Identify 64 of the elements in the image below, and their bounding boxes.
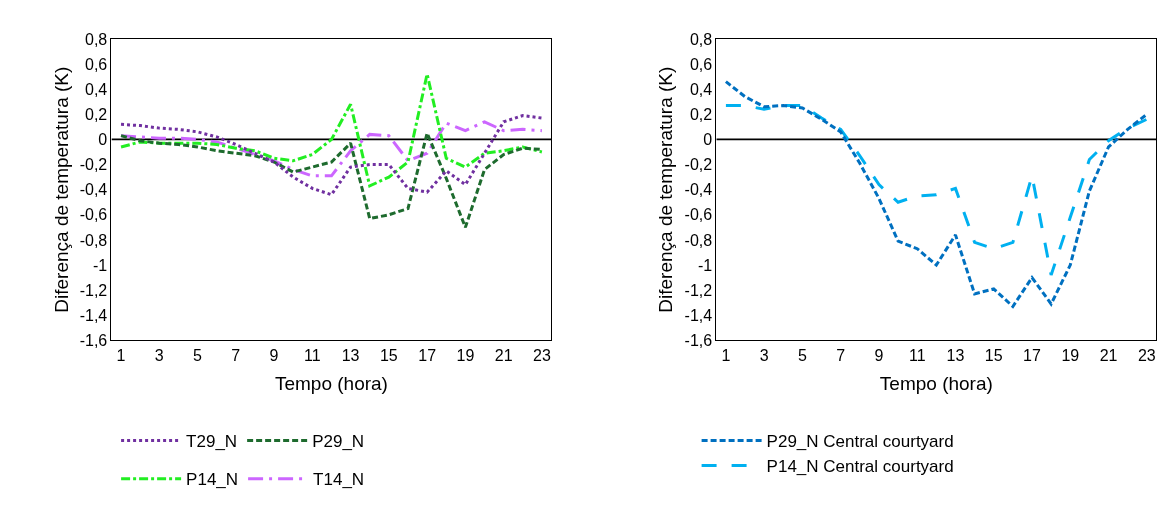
y-tick-label: -0,4 [79,181,108,199]
legend-label: P14_N [186,470,239,490]
x-tick-label: 11 [908,346,926,364]
x-axis-title: Tempo (hora) [274,373,388,395]
y-tick-label: -1,6 [79,332,108,349]
y-tick-label: -0,2 [79,156,108,174]
y-tick-label: -0,6 [79,206,108,224]
y-tick-label: 0,4 [85,80,108,98]
x-tick-label: 13 [341,346,360,364]
y-tick-label: -0,8 [79,231,108,249]
y-tick-label: 0,2 [689,105,713,123]
line-series [119,114,544,197]
y-tick-label: -0,2 [684,156,713,174]
line-series [724,104,1149,277]
x-tick-label: 5 [193,346,203,364]
y-tick-label: -1,2 [684,281,713,299]
y-tick-label: 0,8 [85,30,108,48]
x-tick-label: 15 [379,346,398,364]
y-tick-label: -0,4 [684,181,713,199]
x-tick-label: 9 [874,346,884,364]
y-tick-label: -1,4 [79,306,108,324]
y-tick-label: -1 [697,256,713,274]
x-tick-label: 1 [721,346,731,364]
x-tick-label: 3 [154,346,164,364]
y-tick-label: 0,2 [85,105,108,123]
y-tick-label: 0,6 [689,55,713,73]
y-tick-label: 0 [703,131,713,149]
line-series [724,80,1149,308]
x-tick-label: 17 [1023,346,1042,364]
x-tick-label: 15 [984,346,1003,364]
x-tick-label: 19 [456,346,475,364]
y-tick-label: -0,8 [684,231,713,249]
y-tick-label: 0,8 [689,30,713,48]
x-tick-label: 1 [116,346,126,364]
y-tick-label: -1,4 [684,306,713,324]
legend-label: T29_N [186,432,238,452]
y-axis-title: Diferença de temperatura (K) [50,66,72,313]
y-tick-label: 0,4 [689,80,713,98]
line-series [119,72,544,188]
x-tick-label: 23 [533,346,551,364]
y-tick-label: -1,6 [684,332,713,349]
x-axis-title: Tempo (hora) [879,373,993,395]
legend-label: P14_N Central courtyard [766,457,954,477]
x-tick-label: 5 [797,346,807,364]
x-tick-label: 11 [304,346,321,364]
x-tick-label: 23 [1137,346,1156,364]
y-tick-label: 0,6 [85,55,108,73]
x-tick-label: 7 [836,346,846,364]
x-tick-label: 17 [418,346,437,364]
legend-label: P29_N [312,432,365,452]
x-tick-label: 19 [1061,346,1080,364]
x-tick-label: 21 [494,346,513,364]
y-tick-label: -1,2 [79,281,108,299]
y-axis-title: Diferença de temperatura (K) [655,66,677,313]
legend-label: P29_N Central courtyard [766,432,954,452]
x-tick-label: 7 [231,346,241,364]
y-tick-label: -0,6 [684,206,713,224]
legend-label: T14_N [313,470,365,490]
x-tick-label: 21 [1099,346,1118,364]
y-tick-label: 0 [98,131,108,149]
x-tick-label: 13 [946,346,965,364]
x-tick-label: 9 [269,346,279,364]
y-tick-label: -1 [93,256,108,274]
x-tick-label: 3 [759,346,769,364]
